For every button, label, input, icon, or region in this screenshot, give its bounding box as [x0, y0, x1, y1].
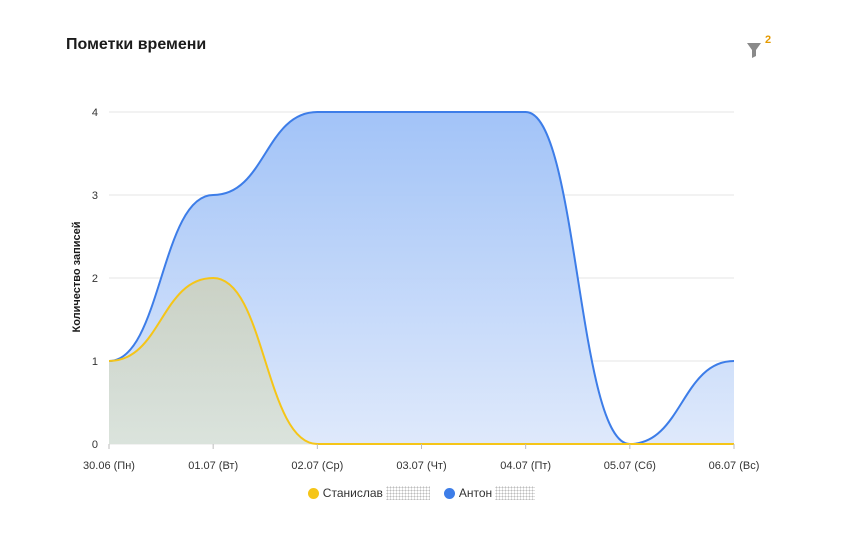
legend-dot-yellow — [307, 487, 319, 499]
x-tick-label: 02.07 (Ср) — [291, 460, 343, 472]
filter-button[interactable]: 2 — [744, 34, 780, 64]
legend-item-series-1[interactable]: Станислав — [307, 486, 430, 500]
y-tick-label: 1 — [92, 356, 98, 368]
y-tick-label: 4 — [92, 107, 98, 119]
filter-count-badge: 2 — [765, 34, 772, 46]
legend-label: Антон — [458, 486, 493, 500]
legend-item-series-2[interactable]: Антон — [443, 486, 536, 500]
legend-redacted-block — [495, 486, 536, 500]
x-tick-label: 04.07 (Пт) — [500, 460, 551, 472]
x-tick-label: 30.06 (Пн) — [83, 460, 135, 472]
legend-redacted-block — [385, 486, 430, 500]
y-axis-title: Количество записей — [71, 221, 83, 332]
y-tick-label: 0 — [92, 439, 98, 451]
y-tick-label: 3 — [92, 190, 98, 202]
filter-funnel-icon — [747, 43, 761, 58]
legend-dot-blue — [443, 487, 455, 499]
y-tick-label: 2 — [92, 273, 98, 285]
series-line-1[interactable] — [108, 276, 734, 446]
series-area-1 — [109, 278, 734, 444]
x-tick-label: 05.07 (Сб) — [604, 460, 656, 472]
x-tick-label: 06.07 (Вс) — [709, 460, 760, 472]
legend-label: Станислав — [322, 486, 383, 500]
page-title: Пометки времени — [66, 36, 207, 53]
chart-legend: Станислав Антон — [0, 486, 843, 500]
x-tick-label: 03.07 (Чт) — [396, 460, 446, 472]
x-tick-label: 01.07 (Вт) — [188, 460, 238, 472]
